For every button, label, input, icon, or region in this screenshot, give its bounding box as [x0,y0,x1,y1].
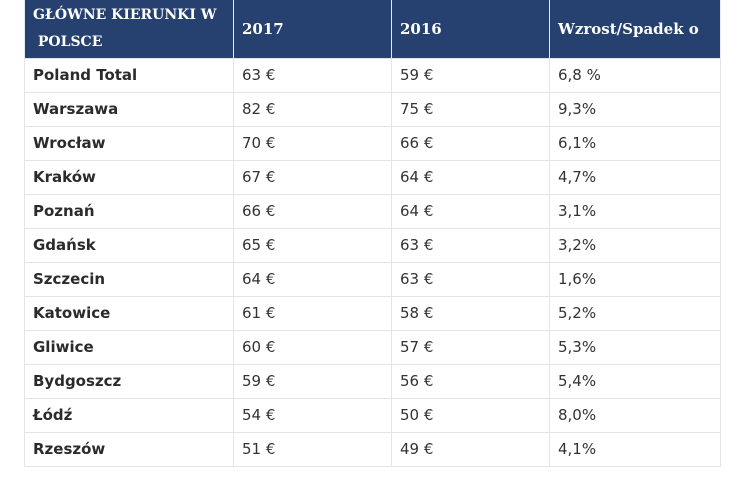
destinations-price-table: GŁÓWNE KIERUNKI W POLSCE 2017 2016 Wzros… [24,0,721,467]
change-cell: 5,3% [549,329,721,365]
price-2017-cell: 60 € [233,329,392,365]
header-destinations-line2: POLSCE [33,33,103,50]
city-cell: Szczecin [24,261,234,297]
city-cell: Katowice [24,295,234,331]
table-row: Poland Total 63 €59 €6,8 % [24,57,721,93]
table-row: Kraków 67 €64 €4,7% [24,159,721,195]
price-2016-cell: 75 € [391,91,550,127]
table-row: Warszawa 82 €75 €9,3% [24,91,721,127]
header-2017: 2017 [233,0,392,58]
city-cell: Rzeszów [24,431,234,467]
table-row: Gliwice 60 €57 €5,3% [24,329,721,365]
city-cell: Gdańsk [24,227,234,263]
price-2017-cell: 51 € [233,431,392,467]
table-row: Gdańsk 65 €63 €3,2% [24,227,721,263]
price-2016-cell: 49 € [391,431,550,467]
price-2016-cell: 63 € [391,227,550,263]
header-row: GŁÓWNE KIERUNKI W POLSCE 2017 2016 Wzros… [24,0,721,58]
price-2017-cell: 70 € [233,125,392,161]
change-cell: 5,2% [549,295,721,331]
header-2016: 2016 [391,0,550,58]
table-header: GŁÓWNE KIERUNKI W POLSCE 2017 2016 Wzros… [24,0,721,58]
table-row: Rzeszów 51 €49 €4,1% [24,431,721,467]
change-cell: 1,6% [549,261,721,297]
price-2016-cell: 50 € [391,397,550,433]
price-2017-cell: 66 € [233,193,392,229]
city-cell: Wrocław [24,125,234,161]
table-body: Poland Total 63 €59 €6,8 % Warszawa 82 €75 … [24,57,721,467]
price-2016-cell: 66 € [391,125,550,161]
change-cell: 8,0% [549,397,721,433]
price-2016-cell: 58 € [391,295,550,331]
city-cell: Gliwice [24,329,234,365]
price-2016-cell: 59 € [391,57,550,93]
price-2016-cell: 57 € [391,329,550,365]
price-2016-cell: 64 € [391,159,550,195]
change-cell: 3,1% [549,193,721,229]
city-cell: Kraków [24,159,234,195]
change-cell: 4,7% [549,159,721,195]
price-2017-cell: 82 € [233,91,392,127]
city-cell: Bydgoszcz [24,363,234,399]
price-2017-cell: 59 € [233,363,392,399]
table-row: Wrocław 70 €66 €6,1% [24,125,721,161]
table-row: Łódź 54 €50 €8,0% [24,397,721,433]
table-row: Poznań 66 €64 €3,1% [24,193,721,229]
city-cell: Łódź [24,397,234,433]
city-cell: Warszawa [24,91,234,127]
price-2017-cell: 67 € [233,159,392,195]
table-container: GŁÓWNE KIERUNKI W POLSCE 2017 2016 Wzros… [24,0,721,467]
table-row: Katowice 61 €58 €5,2% [24,295,721,331]
header-destinations-line1: GŁÓWNE KIERUNKI W [33,6,217,23]
change-cell: 5,4% [549,363,721,399]
price-2016-cell: 63 € [391,261,550,297]
change-cell: 6,8 % [549,57,721,93]
header-destinations: GŁÓWNE KIERUNKI W POLSCE [24,0,234,58]
city-cell: Poznań [24,193,234,229]
price-2016-cell: 64 € [391,193,550,229]
change-cell: 9,3% [549,91,721,127]
change-cell: 4,1% [549,431,721,467]
price-2017-cell: 61 € [233,295,392,331]
table-row: Bydgoszcz 59 €56 €5,4% [24,363,721,399]
change-cell: 6,1% [549,125,721,161]
price-2016-cell: 56 € [391,363,550,399]
table-row: Szczecin 64 €63 €1,6% [24,261,721,297]
price-2017-cell: 63 € [233,57,392,93]
change-cell: 3,2% [549,227,721,263]
city-cell: Poland Total [24,57,234,93]
price-2017-cell: 64 € [233,261,392,297]
price-2017-cell: 54 € [233,397,392,433]
header-change: Wzrost/Spadek o [549,0,721,58]
price-2017-cell: 65 € [233,227,392,263]
